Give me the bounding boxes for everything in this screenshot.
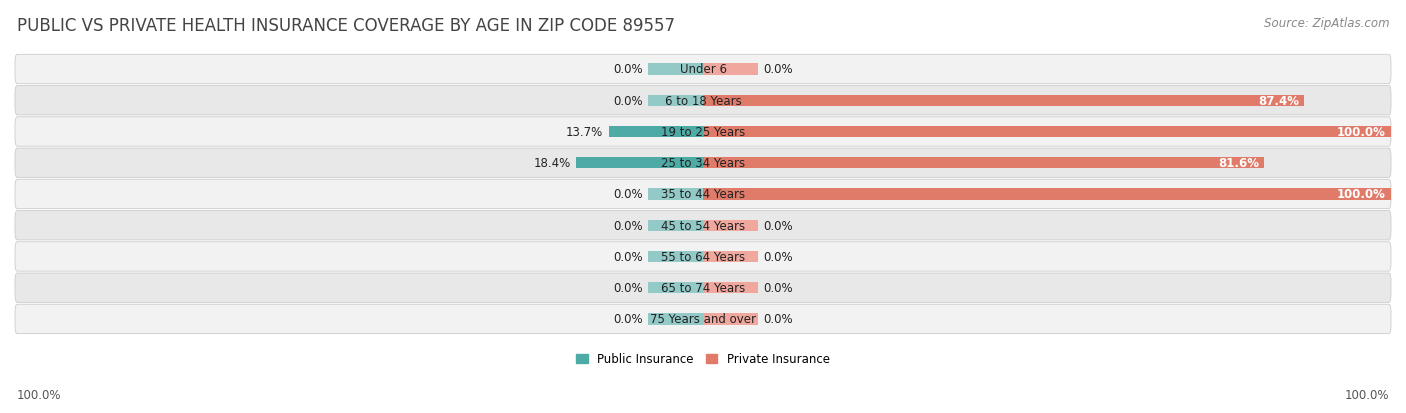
Bar xyxy=(703,282,758,294)
Text: PUBLIC VS PRIVATE HEALTH INSURANCE COVERAGE BY AGE IN ZIP CODE 89557: PUBLIC VS PRIVATE HEALTH INSURANCE COVER… xyxy=(17,17,675,34)
Text: 75 Years and over: 75 Years and over xyxy=(650,313,756,325)
Text: 100.0%: 100.0% xyxy=(17,388,62,401)
Legend: Public Insurance, Private Insurance: Public Insurance, Private Insurance xyxy=(571,348,835,370)
Text: 25 to 34 Years: 25 to 34 Years xyxy=(661,157,745,170)
Text: 0.0%: 0.0% xyxy=(613,95,643,107)
FancyBboxPatch shape xyxy=(15,242,1391,271)
Bar xyxy=(703,95,1305,107)
Bar xyxy=(703,220,758,231)
Bar xyxy=(648,64,703,76)
Bar xyxy=(648,282,703,294)
Text: 65 to 74 Years: 65 to 74 Years xyxy=(661,282,745,294)
FancyBboxPatch shape xyxy=(15,273,1391,303)
Text: 55 to 64 Years: 55 to 64 Years xyxy=(661,250,745,263)
Text: 100.0%: 100.0% xyxy=(1337,126,1385,139)
Text: 0.0%: 0.0% xyxy=(763,282,793,294)
FancyBboxPatch shape xyxy=(15,86,1391,116)
Text: 0.0%: 0.0% xyxy=(613,219,643,232)
Bar xyxy=(648,251,703,262)
Text: 0.0%: 0.0% xyxy=(613,282,643,294)
Text: 100.0%: 100.0% xyxy=(1344,388,1389,401)
Bar xyxy=(703,189,1391,200)
Bar xyxy=(648,313,703,325)
Text: 19 to 25 Years: 19 to 25 Years xyxy=(661,126,745,139)
Text: 100.0%: 100.0% xyxy=(1337,188,1385,201)
FancyBboxPatch shape xyxy=(15,180,1391,209)
Text: 0.0%: 0.0% xyxy=(613,188,643,201)
Text: 0.0%: 0.0% xyxy=(613,63,643,76)
Text: 35 to 44 Years: 35 to 44 Years xyxy=(661,188,745,201)
Bar xyxy=(609,126,703,138)
FancyBboxPatch shape xyxy=(15,55,1391,85)
Bar xyxy=(703,313,758,325)
Bar xyxy=(703,251,758,262)
Bar xyxy=(703,126,1391,138)
Text: 6 to 18 Years: 6 to 18 Years xyxy=(665,95,741,107)
Text: Under 6: Under 6 xyxy=(679,63,727,76)
FancyBboxPatch shape xyxy=(15,149,1391,178)
FancyBboxPatch shape xyxy=(15,118,1391,147)
Text: 87.4%: 87.4% xyxy=(1258,95,1299,107)
Bar xyxy=(576,158,703,169)
Text: 0.0%: 0.0% xyxy=(763,313,793,325)
FancyBboxPatch shape xyxy=(15,304,1391,334)
Bar xyxy=(703,158,1264,169)
Text: 13.7%: 13.7% xyxy=(567,126,603,139)
FancyBboxPatch shape xyxy=(15,211,1391,240)
Text: Source: ZipAtlas.com: Source: ZipAtlas.com xyxy=(1264,17,1389,29)
Text: 0.0%: 0.0% xyxy=(613,250,643,263)
Bar xyxy=(703,64,758,76)
Bar xyxy=(648,95,703,107)
Text: 18.4%: 18.4% xyxy=(534,157,571,170)
Text: 0.0%: 0.0% xyxy=(613,313,643,325)
Text: 81.6%: 81.6% xyxy=(1218,157,1258,170)
Bar xyxy=(648,189,703,200)
Text: 0.0%: 0.0% xyxy=(763,250,793,263)
Bar xyxy=(648,220,703,231)
Text: 45 to 54 Years: 45 to 54 Years xyxy=(661,219,745,232)
Text: 0.0%: 0.0% xyxy=(763,219,793,232)
Text: 0.0%: 0.0% xyxy=(763,63,793,76)
